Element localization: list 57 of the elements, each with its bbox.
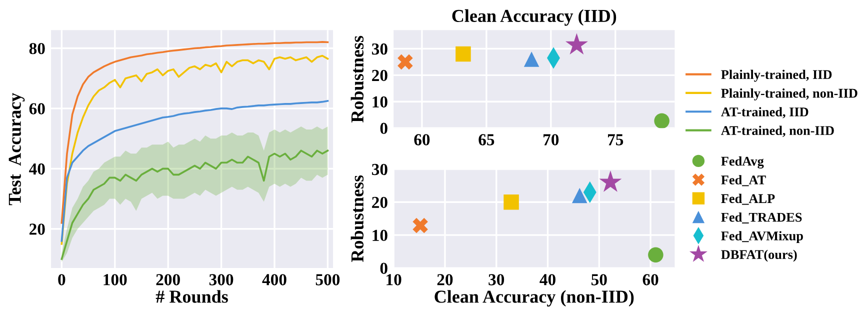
x-tick-label: 500 [316, 274, 340, 286]
point [398, 54, 413, 70]
y-tick-label: 30 [372, 43, 388, 55]
y-axis-title: Test Accuracy [8, 92, 25, 206]
point [456, 46, 471, 62]
x-tick-label: 60 [414, 134, 430, 146]
x-tick-label: 65 [478, 134, 494, 146]
x-tick-label: 75 [608, 134, 624, 146]
point [648, 247, 664, 262]
x-axis-title: # Rounds [156, 290, 228, 303]
point [524, 52, 540, 67]
x-tick-label: 100 [104, 274, 127, 286]
line-series [60, 150, 329, 260]
x-axis-title: Clean Accuracy (non-IID) [434, 290, 634, 307]
y-tick-label: 10 [372, 96, 388, 108]
legend-label: Fed_ALP [721, 194, 775, 205]
y-axis-title: Robustness [350, 175, 364, 262]
legend-label: Fed_AT [721, 175, 766, 186]
y-tick-label: 0 [380, 262, 388, 274]
point [572, 188, 588, 204]
legend-label: DBFAT(ours) [721, 250, 797, 262]
legend-label: Plainly-trained, IID [721, 70, 832, 82]
legend-label: AT-trained, non-IID [721, 126, 834, 137]
y-tick-label: 20 [372, 196, 388, 208]
x-tick-label: 300 [209, 274, 234, 286]
legend-label: Fed_AVMixup [721, 231, 803, 244]
x-tick-label: 70 [544, 134, 559, 146]
x-tick-label: 20 [437, 274, 453, 286]
legend-label: FedAvg [721, 156, 764, 168]
legend-label: Plainly-trained, non-IID [721, 88, 858, 100]
y-tick-label: 0 [380, 122, 388, 134]
x-tick-label: 0 [58, 274, 66, 286]
line-series [60, 100, 329, 242]
y-tick-label: 20 [30, 224, 45, 235]
point [654, 113, 670, 128]
x-tick-label: 50 [591, 274, 607, 286]
point [565, 33, 588, 55]
point [599, 170, 622, 192]
y-tick-label: 10 [372, 230, 388, 242]
point [504, 194, 519, 210]
y-tick-label: 60 [29, 103, 45, 114]
x-tick-label: 200 [156, 274, 180, 286]
y-axis-title: Robustness [350, 36, 364, 122]
chart-title: Clean Accuracy (IID) [452, 9, 616, 26]
x-tick-label: 60 [642, 274, 658, 286]
line-series [60, 41, 329, 224]
point [412, 218, 428, 234]
line-series [60, 54, 329, 245]
x-tick-label: 40 [540, 274, 556, 286]
y-tick-label: 80 [29, 42, 45, 54]
x-tick-label: 30 [488, 274, 504, 286]
y-tick-label: 40 [29, 163, 45, 175]
y-tick-label: 30 [372, 164, 388, 176]
legend-label: AT-trained, IID [721, 107, 808, 118]
legend-label: Fed_TRADES [721, 212, 802, 224]
y-tick-label: 20 [372, 70, 388, 82]
x-tick-label: 400 [262, 274, 286, 286]
